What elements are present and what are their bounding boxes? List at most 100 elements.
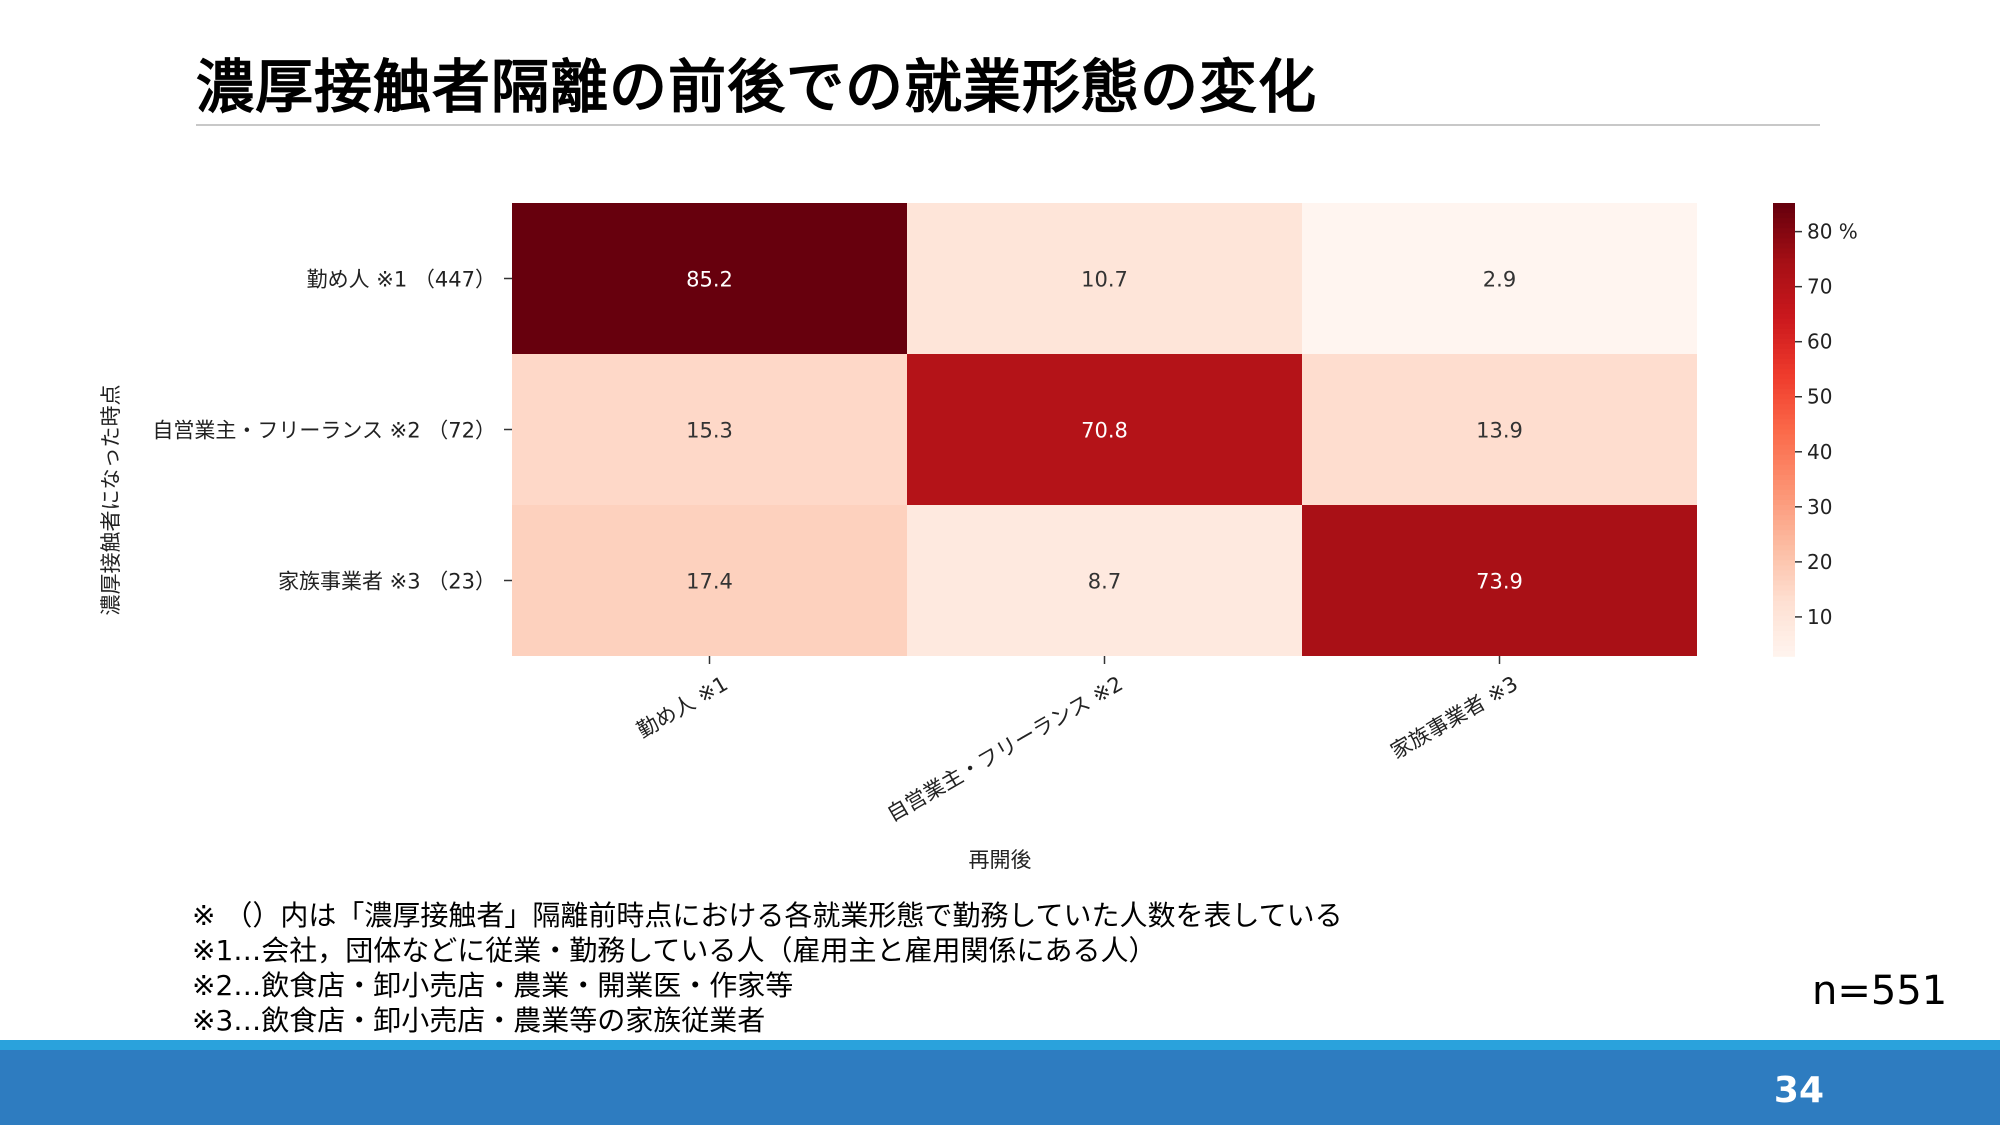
colorbar-segment	[1773, 364, 1795, 370]
y-axis-label: 濃厚接触者になった時点	[99, 385, 123, 616]
x-axis-label: 再開後	[969, 848, 1032, 872]
colorbar-segment	[1773, 439, 1795, 446]
colorbar-segment	[1773, 530, 1795, 536]
colorbar-segment	[1773, 575, 1795, 582]
x-tick-label: 勤め人 ※1	[633, 672, 732, 743]
colorbar-segment	[1773, 505, 1795, 511]
colorbar-segment	[1773, 625, 1795, 632]
colorbar-segment	[1773, 570, 1795, 577]
colorbar-segment	[1773, 454, 1795, 461]
colorbar-tick-label: 50	[1807, 385, 1832, 409]
footer-accent-line	[0, 1040, 2000, 1050]
colorbar-segment	[1773, 434, 1795, 441]
colorbar-segment	[1773, 565, 1795, 572]
colorbar-segment	[1773, 203, 1795, 209]
cell-value-label: 10.7	[1081, 268, 1128, 292]
page-number: 34	[1773, 1070, 1824, 1111]
colorbar-tick-label: 30	[1807, 495, 1832, 519]
colorbar-segment	[1773, 474, 1795, 481]
footnote: ※2…飲食店・卸小売店・農業・開業医・作家等	[192, 969, 794, 1002]
cell-value-label: 85.2	[686, 268, 733, 292]
colorbar-segment	[1773, 414, 1795, 421]
colorbar-segment	[1773, 479, 1795, 486]
colorbar-segment	[1773, 404, 1795, 411]
colorbar-segment	[1773, 409, 1795, 416]
colorbar-segment	[1773, 444, 1795, 451]
colorbar-segment	[1773, 303, 1795, 310]
colorbar-segment	[1773, 535, 1795, 542]
colorbar-segment	[1773, 253, 1795, 260]
colorbar-segment	[1773, 298, 1795, 305]
heatmap-cell	[1302, 203, 1697, 354]
colorbar-segment	[1773, 218, 1795, 224]
colorbar-tick-label: 80 %	[1807, 220, 1858, 244]
colorbar-segment	[1773, 585, 1795, 592]
colorbar-tick-label: 70	[1807, 275, 1832, 299]
colorbar-segment	[1773, 354, 1795, 360]
title-divider	[196, 124, 1820, 126]
colorbar-segment	[1773, 288, 1795, 295]
x-tick-label: 家族事業者 ※3	[1386, 672, 1522, 764]
colorbar-segment	[1773, 550, 1795, 557]
colorbar-segment	[1773, 605, 1795, 612]
colorbar-segment	[1773, 595, 1795, 602]
colorbar-segment	[1773, 515, 1795, 521]
colorbar-segment	[1773, 449, 1795, 456]
colorbar-segment	[1773, 238, 1795, 245]
colorbar-tick-label: 40	[1807, 440, 1832, 464]
heatmap-cell	[907, 203, 1302, 354]
colorbar-segment	[1773, 645, 1795, 652]
colorbar-segment	[1773, 223, 1795, 229]
cell-value-label: 70.8	[1081, 419, 1128, 443]
cell-value-label: 15.3	[686, 419, 733, 443]
y-tick-label: 家族事業者 ※3 （23）	[278, 570, 496, 594]
heatmap-cell	[512, 505, 907, 656]
colorbar-segment	[1773, 399, 1795, 406]
colorbar-segment	[1773, 635, 1795, 642]
heatmap-cell	[907, 354, 1302, 505]
colorbar-segment	[1773, 630, 1795, 637]
colorbar-segment	[1773, 525, 1795, 531]
colorbar-segment	[1773, 369, 1795, 375]
heatmap-cell	[512, 354, 907, 505]
colorbar-segment	[1773, 308, 1795, 315]
colorbar-segment	[1773, 384, 1795, 391]
cell-value-label: 8.7	[1088, 570, 1121, 594]
footnote: ※ （）内は「濃厚接触者」隔離前時点における各就業形態で勤務していた人数を表して…	[192, 899, 1343, 932]
colorbar-segment	[1773, 293, 1795, 300]
colorbar-segment	[1773, 555, 1795, 562]
colorbar-segment	[1773, 379, 1795, 385]
colorbar-segment	[1773, 494, 1795, 501]
colorbar-segment	[1773, 313, 1795, 320]
cell-value-label: 2.9	[1483, 268, 1516, 292]
cell-value-label: 17.4	[686, 570, 733, 594]
colorbar-segment	[1773, 338, 1795, 345]
colorbar-segment	[1773, 499, 1795, 506]
colorbar-segment	[1773, 208, 1795, 214]
colorbar-segment	[1773, 424, 1795, 431]
colorbar-segment	[1773, 560, 1795, 567]
x-tick-label: 自営業主・フリーランス ※2	[883, 672, 1127, 827]
colorbar-segment	[1773, 419, 1795, 426]
colorbar-segment	[1773, 590, 1795, 597]
footnote: ※3…飲食店・卸小売店・農業等の家族従業者	[192, 1004, 766, 1037]
colorbar-segment	[1773, 389, 1795, 396]
sample-size-label: n=551	[1812, 968, 1948, 1014]
footnote: ※1…会社，団体などに従業・勤務している人（雇用主と雇用関係にある人）	[192, 934, 1157, 967]
y-tick-label: 勤め人 ※1 （447）	[307, 268, 496, 292]
colorbar-segment	[1773, 394, 1795, 401]
colorbar-segment	[1773, 610, 1795, 617]
colorbar-segment	[1773, 580, 1795, 587]
colorbar-segment	[1773, 283, 1795, 290]
cell-value-label: 73.9	[1476, 570, 1523, 594]
colorbar-segment	[1773, 273, 1795, 280]
heatmap-cell	[1302, 354, 1697, 505]
colorbar-segment	[1773, 459, 1795, 466]
colorbar-segment	[1773, 615, 1795, 622]
colorbar-segment	[1773, 263, 1795, 270]
colorbar-segment	[1773, 258, 1795, 265]
colorbar-segment	[1773, 328, 1795, 335]
colorbar-segment	[1773, 233, 1795, 240]
footer-bar	[0, 1050, 2000, 1125]
